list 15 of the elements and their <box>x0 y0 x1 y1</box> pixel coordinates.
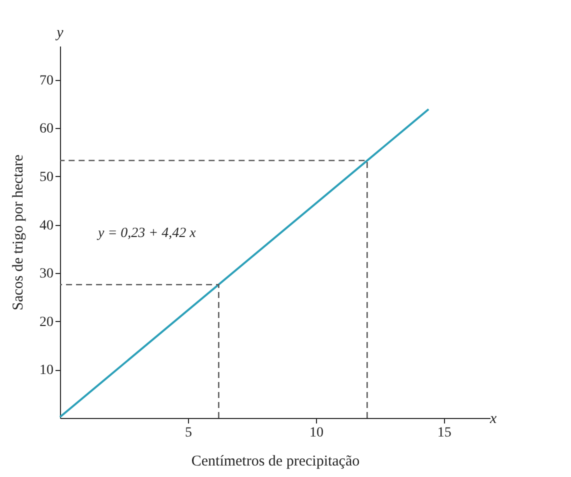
y-tick-label: 40 <box>40 218 54 234</box>
y-tick-label: 60 <box>40 122 54 137</box>
x-tick-label: 15 <box>437 426 452 440</box>
x-tick-label: 5 <box>184 426 192 440</box>
annotation: y = 0,23 + 4,42 x <box>96 226 197 241</box>
annotation: x <box>489 411 497 427</box>
y-tick-label: 70 <box>40 73 54 88</box>
text: y <box>54 25 64 41</box>
y-tick-label: 30 <box>40 266 54 282</box>
y-tick-label: 20 <box>40 314 54 330</box>
y-axis-title: Sacos de trigo por hectare <box>10 154 26 310</box>
y-tick-label: 50 <box>40 170 54 185</box>
x-axis-title: Centímetros de precipitação <box>191 454 360 470</box>
y-tick-label: 10 <box>40 363 54 378</box>
x-tick-label: 10 <box>309 426 324 440</box>
